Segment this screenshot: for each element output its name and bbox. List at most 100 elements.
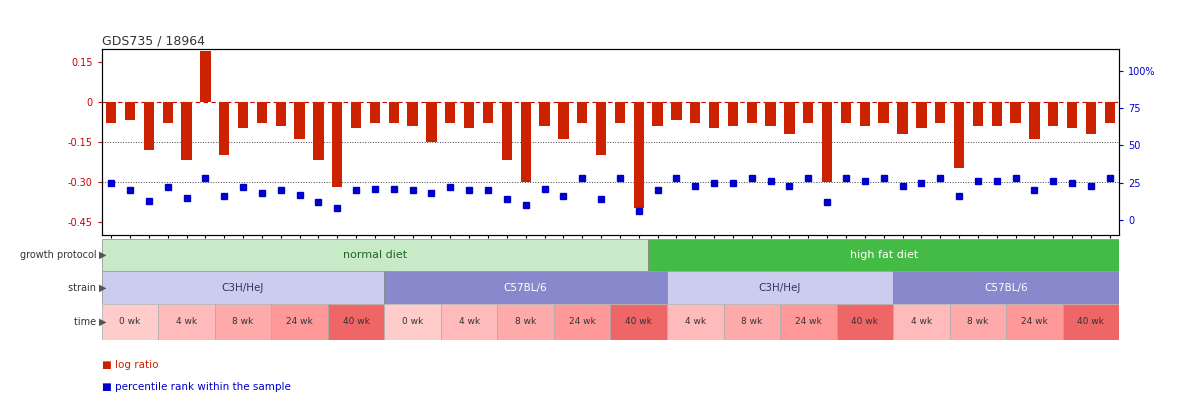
Bar [314, 102, 323, 160]
Bar [445, 102, 456, 123]
Bar [1105, 102, 1114, 123]
Text: 4 wk: 4 wk [685, 318, 706, 326]
Bar [407, 102, 418, 126]
Bar [102, 239, 648, 271]
Bar [879, 102, 889, 123]
Text: high fat diet: high fat diet [850, 250, 918, 260]
Text: normal diet: normal diet [342, 250, 407, 260]
Bar [384, 304, 440, 340]
Text: strain: strain [68, 283, 99, 292]
Bar [747, 102, 757, 123]
Bar [351, 102, 361, 128]
Bar [1010, 102, 1021, 123]
Text: GDS735 / 18964: GDS735 / 18964 [102, 34, 205, 47]
Bar [256, 102, 267, 123]
Text: 40 wk: 40 wk [625, 318, 652, 326]
Bar [464, 102, 474, 128]
Bar [610, 304, 667, 340]
Bar [648, 239, 1129, 271]
Bar [521, 102, 530, 182]
Bar [384, 271, 667, 304]
Bar [1086, 102, 1096, 134]
Bar [200, 51, 211, 102]
Text: 0 wk: 0 wk [402, 318, 424, 326]
Text: 4 wk: 4 wk [458, 318, 480, 326]
Bar [440, 304, 498, 340]
Bar [652, 102, 663, 126]
Bar [822, 102, 832, 182]
Bar [370, 102, 381, 123]
Text: C57BL/6: C57BL/6 [504, 283, 547, 292]
Bar [238, 102, 248, 128]
Bar [144, 102, 154, 150]
Bar [633, 102, 644, 208]
Bar [723, 304, 780, 340]
Bar [803, 102, 814, 123]
Text: C57BL/6: C57BL/6 [984, 283, 1028, 292]
Text: ▶: ▶ [99, 317, 107, 327]
Text: 24 wk: 24 wk [795, 318, 821, 326]
Text: 8 wk: 8 wk [967, 318, 989, 326]
Bar [332, 102, 342, 187]
Bar [973, 102, 983, 126]
Bar [728, 102, 739, 126]
Bar [615, 102, 625, 123]
Bar [219, 102, 230, 155]
Bar [1007, 304, 1063, 340]
Text: 8 wk: 8 wk [232, 318, 254, 326]
Text: ▶: ▶ [99, 250, 107, 260]
Bar [389, 102, 399, 123]
Text: 4 wk: 4 wk [911, 318, 932, 326]
Bar [667, 271, 893, 304]
Bar [672, 102, 681, 120]
Bar [859, 102, 870, 126]
Bar [1063, 304, 1119, 340]
Text: 40 wk: 40 wk [342, 318, 370, 326]
Bar [214, 304, 272, 340]
Bar [328, 304, 384, 340]
Bar [102, 271, 384, 304]
Text: 4 wk: 4 wk [176, 318, 198, 326]
Bar [991, 102, 1002, 126]
Text: 40 wk: 40 wk [1077, 318, 1105, 326]
Bar [502, 102, 512, 160]
Bar [558, 102, 569, 139]
Bar [1049, 102, 1058, 126]
Bar [898, 102, 907, 134]
Bar [840, 102, 851, 123]
Bar [124, 102, 135, 120]
Text: ■ percentile rank within the sample: ■ percentile rank within the sample [102, 382, 291, 392]
Text: 0 wk: 0 wk [120, 318, 140, 326]
Bar [1029, 102, 1039, 139]
Bar [554, 304, 610, 340]
Text: 8 wk: 8 wk [741, 318, 762, 326]
Text: C3H/HeJ: C3H/HeJ [759, 283, 801, 292]
Bar [954, 102, 965, 168]
Text: 8 wk: 8 wk [515, 318, 536, 326]
Bar [765, 102, 776, 126]
Bar [837, 304, 893, 340]
Bar [935, 102, 946, 123]
Bar [540, 102, 549, 126]
Text: 24 wk: 24 wk [286, 318, 312, 326]
Bar [780, 304, 837, 340]
Bar [893, 271, 1119, 304]
Bar [691, 102, 700, 123]
Bar [893, 304, 949, 340]
Bar [426, 102, 437, 142]
Bar [182, 102, 192, 160]
Bar [272, 304, 328, 340]
Bar [102, 304, 158, 340]
Text: 40 wk: 40 wk [851, 318, 879, 326]
Text: ▶: ▶ [99, 283, 107, 292]
Bar [498, 304, 554, 340]
Bar [163, 102, 172, 123]
Text: ■ log ratio: ■ log ratio [102, 360, 158, 369]
Bar [577, 102, 588, 123]
Bar [784, 102, 795, 134]
Bar [667, 304, 723, 340]
Text: time: time [74, 317, 99, 327]
Text: 24 wk: 24 wk [569, 318, 596, 326]
Bar [275, 102, 286, 126]
Bar [709, 102, 719, 128]
